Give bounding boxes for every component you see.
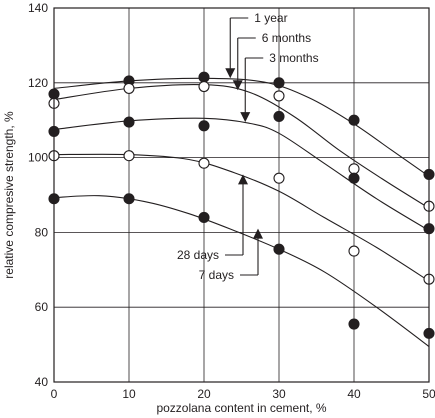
y-axis-label: relative compresive strength, %	[2, 111, 16, 279]
point-6-months	[348, 163, 360, 175]
point-7-days	[198, 211, 210, 223]
annotations: 1 year 6 months 3 months 28 days 7 days	[177, 11, 319, 282]
point-3-months	[123, 116, 135, 128]
annotation-label-1-year: 1 year	[254, 11, 287, 25]
x-tick-label: 40	[347, 387, 361, 401]
point-28-days	[198, 157, 210, 169]
annotation-arrowhead-3-months	[240, 112, 251, 123]
curve-7-days	[53, 195, 430, 347]
y-tick-label: 60	[35, 300, 49, 314]
curve-6-months	[53, 84, 430, 209]
annotation-label-3-months: 3 months	[269, 51, 318, 65]
point-28-days	[123, 150, 135, 162]
annotation-arrowhead-7-days	[253, 228, 263, 239]
annotation-label-6-months: 6 months	[262, 31, 311, 45]
y-tick-label: 100	[28, 151, 48, 165]
point-7-days	[348, 318, 360, 330]
x-axis-label: pozzolana content in cement, %	[156, 401, 326, 415]
y-tick-label: 120	[28, 76, 48, 90]
point-6-months	[198, 80, 210, 93]
x-tick-label: 10	[122, 387, 136, 401]
point-7-days	[273, 243, 285, 255]
x-tick-label: 20	[197, 387, 211, 401]
series-curves	[53, 77, 430, 347]
x-tick-label: 30	[272, 387, 286, 401]
plot-frame	[53, 7, 430, 383]
curve-1-year	[53, 77, 430, 177]
annotation-label-7-days: 7 days	[199, 268, 234, 282]
point-6-months	[273, 90, 285, 102]
y-tick-label: 140	[28, 1, 48, 15]
x-tick-labels: 0 10 20 30 40 50	[51, 387, 435, 401]
point-28-days	[273, 172, 285, 184]
point-7-days	[123, 193, 135, 205]
point-3-months	[348, 172, 360, 184]
point-6-months	[123, 82, 135, 94]
point-3-months	[198, 120, 210, 132]
annotation-arrowhead-6-months	[232, 80, 243, 91]
point-1-year	[198, 71, 210, 83]
x-tick-label: 50	[422, 387, 435, 401]
point-28-days	[348, 245, 360, 257]
point-1-year	[273, 77, 285, 89]
curve-3-months	[53, 117, 430, 231]
annotation-label-28-days: 28 days	[177, 248, 219, 262]
point-1-year	[348, 114, 360, 126]
annotation-arrowhead-28-days	[238, 174, 248, 185]
x-tick-label: 0	[51, 387, 58, 401]
grid-lines	[54, 8, 429, 382]
annotation-arrowhead-1-year	[225, 68, 236, 79]
y-tick-label: 80	[35, 225, 49, 239]
y-tick-labels: 40 60 80 100 120 140	[28, 1, 48, 389]
point-3-months	[273, 110, 285, 123]
y-tick-label: 40	[35, 375, 49, 389]
